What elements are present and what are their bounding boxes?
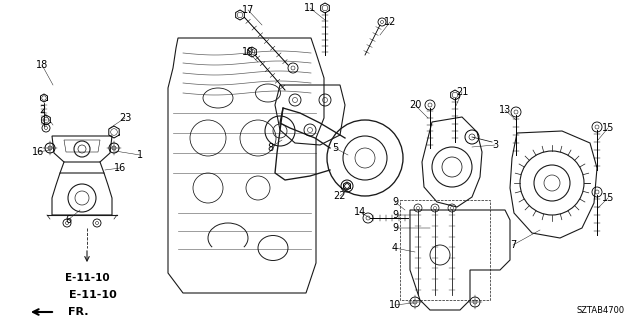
- Text: 6: 6: [65, 215, 71, 225]
- Text: 14: 14: [354, 207, 366, 217]
- Text: FR.: FR.: [68, 307, 88, 317]
- Text: 2: 2: [39, 105, 45, 115]
- Text: 19: 19: [242, 47, 254, 57]
- Text: 17: 17: [242, 5, 254, 15]
- Text: 11: 11: [304, 3, 316, 13]
- Text: 13: 13: [499, 105, 511, 115]
- Text: 23: 23: [119, 113, 131, 123]
- Text: SZTAB4700: SZTAB4700: [577, 306, 625, 315]
- Text: 22: 22: [333, 191, 346, 201]
- Text: 21: 21: [456, 87, 468, 97]
- Text: 4: 4: [392, 243, 398, 253]
- Text: 9: 9: [392, 223, 398, 233]
- Text: 15: 15: [602, 123, 614, 133]
- Text: E-11-10: E-11-10: [65, 273, 109, 283]
- Text: 18: 18: [36, 60, 48, 70]
- Text: 5: 5: [332, 143, 338, 153]
- Text: 9: 9: [392, 210, 398, 220]
- Text: 16: 16: [114, 163, 126, 173]
- Text: E-11-10: E-11-10: [69, 290, 117, 300]
- Text: 1: 1: [137, 150, 143, 160]
- Text: 15: 15: [602, 193, 614, 203]
- Text: 9: 9: [392, 197, 398, 207]
- Text: 10: 10: [389, 300, 401, 310]
- Text: 8: 8: [267, 143, 273, 153]
- Bar: [400, 200, 490, 300]
- Text: 7: 7: [510, 240, 516, 250]
- Text: 3: 3: [492, 140, 498, 150]
- Text: 16: 16: [32, 147, 44, 157]
- Text: 20: 20: [409, 100, 421, 110]
- Text: 12: 12: [384, 17, 396, 27]
